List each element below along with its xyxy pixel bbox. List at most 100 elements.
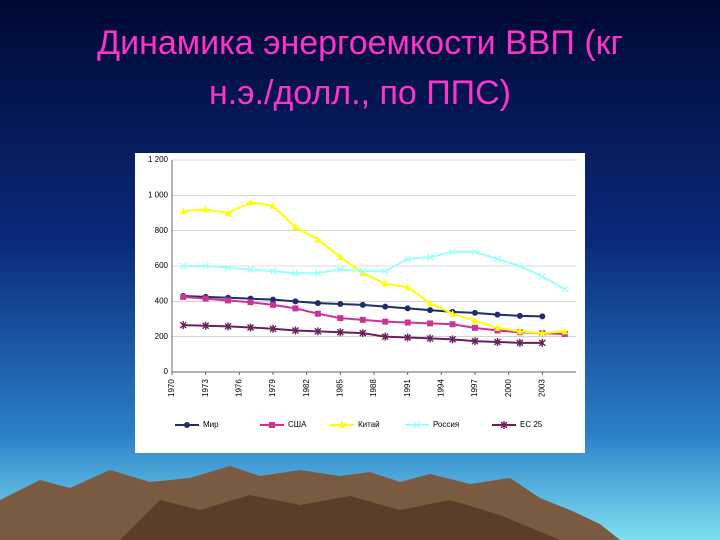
marker: [314, 310, 321, 317]
marker: [179, 321, 187, 330]
marker: [404, 333, 412, 342]
marker: [472, 324, 478, 331]
marker: [359, 316, 366, 323]
marker: [202, 321, 210, 330]
marker: [516, 327, 523, 335]
x-tick-label: 1976: [234, 379, 243, 397]
marker: [382, 303, 389, 310]
marker: [359, 267, 367, 275]
marker: [449, 309, 456, 317]
marker: [247, 266, 254, 273]
marker: [202, 205, 209, 213]
marker: [382, 318, 389, 325]
marker: [337, 300, 344, 307]
marker: [561, 285, 569, 293]
marker: [179, 262, 187, 270]
marker: [292, 223, 299, 231]
marker: [516, 312, 523, 319]
x-tick-label: 1991: [403, 379, 412, 397]
y-tick-label: 1 000: [148, 190, 169, 199]
legend-label: Россия: [433, 420, 459, 429]
marker: [180, 207, 187, 215]
marker: [336, 328, 344, 337]
marker: [427, 299, 434, 307]
chart-area: [135, 153, 585, 453]
marker: [516, 262, 524, 270]
marker: [292, 298, 299, 305]
marker: [270, 296, 276, 303]
y-tick-label: 400: [155, 296, 169, 305]
legend-label: Мир: [203, 420, 219, 429]
x-tick-label: 1970: [167, 379, 176, 397]
marker: [449, 248, 456, 256]
marker: [247, 323, 255, 332]
x-tick-label: 1994: [436, 379, 445, 397]
marker: [337, 315, 344, 322]
x-tick-label: 2000: [504, 379, 513, 397]
y-tick-label: 1 200: [148, 155, 169, 164]
marker: [382, 279, 389, 287]
marker: [472, 309, 478, 316]
marker: [538, 273, 546, 281]
marker: [359, 301, 366, 308]
marker: [472, 316, 478, 324]
marker: [184, 422, 190, 428]
series-line: [183, 201, 565, 335]
marker: [314, 327, 322, 336]
marker: [292, 305, 299, 312]
y-tick-label: 0: [164, 367, 169, 376]
marker: [269, 324, 277, 333]
x-tick-label: 1985: [335, 379, 344, 397]
marker: [500, 421, 508, 429]
marker: [225, 209, 232, 216]
marker: [336, 266, 344, 273]
marker: [404, 283, 411, 291]
marker: [494, 255, 501, 263]
marker: [314, 235, 321, 243]
marker: [427, 320, 434, 327]
y-tick-label: 600: [155, 261, 169, 270]
marker: [427, 307, 434, 314]
marker: [314, 300, 321, 307]
marker: [494, 311, 501, 318]
x-tick-label: 1979: [268, 379, 277, 397]
marker: [449, 335, 457, 344]
marker: [426, 253, 434, 261]
mountains-shade: [120, 495, 560, 540]
marker: [359, 269, 366, 277]
marker: [225, 297, 232, 304]
marker: [494, 323, 501, 331]
marker: [337, 253, 344, 261]
marker: [381, 267, 389, 275]
marker: [426, 334, 434, 343]
x-tick-label: 1997: [470, 379, 479, 397]
chart-title: Динамика энергоемкости ВВП (кг н.э./долл.…: [97, 24, 623, 112]
x-tick-label: 1982: [302, 379, 311, 397]
marker: [224, 322, 232, 331]
marker: [539, 329, 546, 337]
marker: [314, 269, 322, 277]
marker: [471, 337, 479, 346]
marker: [516, 338, 524, 347]
marker: [471, 248, 479, 256]
marker: [180, 293, 187, 300]
marker: [224, 264, 232, 272]
marker: [247, 299, 254, 306]
marker: [539, 313, 546, 320]
marker: [270, 201, 276, 209]
marker: [247, 198, 254, 206]
marker: [404, 305, 411, 312]
y-tick-label: 200: [155, 332, 169, 341]
x-tick-label: 2003: [537, 379, 546, 397]
marker: [270, 301, 276, 308]
marker: [413, 421, 421, 429]
marker: [404, 255, 412, 263]
marker: [339, 421, 345, 428]
marker: [404, 319, 411, 326]
x-tick-label: 1988: [369, 379, 378, 397]
legend-label: ЕС 25: [520, 420, 543, 429]
legend-label: Китай: [358, 420, 380, 429]
marker: [359, 329, 367, 338]
